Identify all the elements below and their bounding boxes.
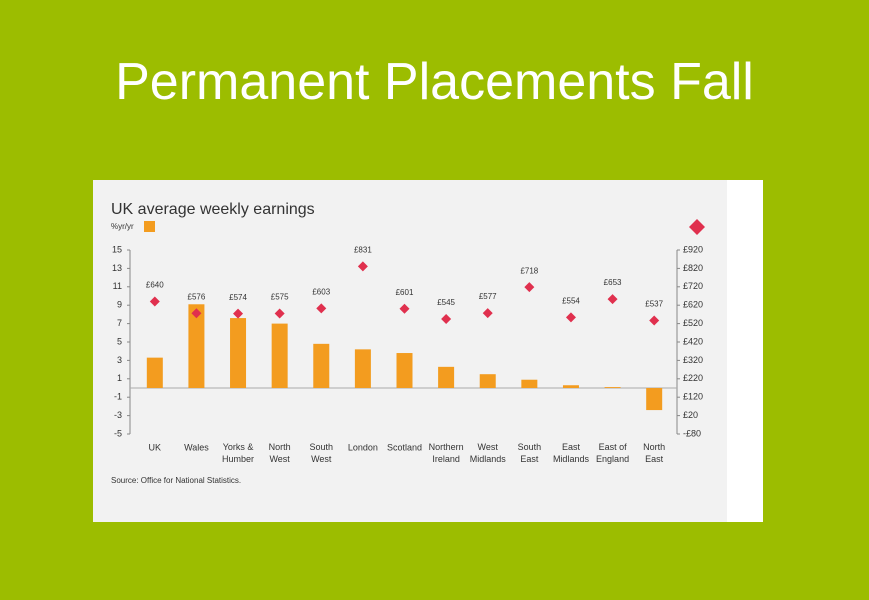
y-tick-label: 7 — [117, 318, 122, 328]
bar — [230, 318, 247, 388]
value-label: £640 — [146, 281, 164, 290]
slide-title: Permanent Placements Fall — [115, 53, 754, 111]
diamond — [482, 308, 493, 319]
y2-tick-label: £420 — [683, 336, 703, 346]
y-tick-label: 3 — [117, 355, 122, 365]
bar — [479, 374, 496, 388]
diamond — [274, 308, 285, 319]
diamond — [649, 315, 660, 326]
x-tick-label: UK — [149, 442, 162, 452]
value-label: £577 — [479, 292, 497, 301]
value-label: £545 — [437, 298, 455, 307]
diamond — [316, 303, 327, 314]
diamond — [607, 294, 618, 305]
x-tick-label: Northern Ireland — [429, 442, 464, 464]
diamond — [233, 308, 244, 319]
x-tick-label: East Midlands — [553, 442, 590, 464]
x-tick-label: North West — [269, 442, 291, 464]
bar — [646, 388, 663, 411]
y-tick-label: 15 — [112, 244, 122, 254]
diamond — [565, 312, 576, 323]
y2-tick-label: £520 — [683, 318, 703, 328]
y2-tick-label: -£80 — [683, 428, 701, 438]
value-label: £601 — [396, 288, 414, 297]
y-tick-label: -5 — [114, 428, 122, 438]
y2-tick-label: £320 — [683, 355, 703, 365]
y-tick-label: -3 — [114, 410, 122, 420]
bar — [604, 387, 621, 388]
bar — [562, 385, 579, 388]
y2-tick-label: £120 — [683, 392, 703, 402]
value-label: £576 — [188, 292, 206, 301]
bar — [313, 343, 330, 388]
legend-bar-symbol — [144, 221, 155, 232]
y-tick-label: 1 — [117, 373, 122, 383]
chart-title: UK average weekly earnings — [111, 201, 315, 218]
y-tick-label: 11 — [113, 281, 122, 291]
y2-tick-label: £720 — [683, 281, 703, 291]
y-tick-label: 9 — [117, 300, 122, 310]
y-tick-label: 13 — [112, 263, 122, 273]
bar — [521, 379, 538, 388]
x-tick-label: North East — [643, 442, 665, 464]
value-label: £575 — [271, 293, 289, 302]
bar — [438, 366, 455, 388]
value-label: £831 — [354, 245, 372, 254]
bar — [188, 304, 205, 388]
diamond — [524, 282, 535, 293]
chart-background — [93, 180, 727, 522]
y2-tick-label: £220 — [683, 373, 703, 383]
y-axis-label: %yr/yr — [111, 222, 134, 231]
x-tick-label: West Midlands — [470, 442, 507, 464]
value-label: £537 — [645, 300, 663, 309]
y-tick-label: 5 — [117, 336, 122, 346]
x-tick-label: Yorks & Humber — [222, 442, 254, 464]
value-label: £603 — [312, 287, 330, 296]
diamond — [399, 303, 410, 314]
bar — [146, 357, 163, 388]
x-tick-label: London — [348, 442, 378, 452]
x-tick-label: Scotland — [387, 442, 422, 452]
bar — [396, 353, 413, 388]
value-label: £574 — [229, 293, 247, 302]
legend-diamond-symbol — [689, 219, 705, 235]
diamond — [191, 308, 202, 319]
x-tick-label: South East — [518, 442, 542, 464]
value-label: £718 — [520, 266, 538, 275]
diamond — [149, 296, 160, 307]
y2-tick-label: £20 — [683, 410, 698, 420]
diamond — [357, 261, 368, 272]
x-tick-label: South West — [310, 442, 334, 464]
bar — [354, 349, 371, 388]
x-tick-label: Wales — [184, 442, 209, 452]
x-tick-label: East of England — [596, 442, 629, 464]
value-label: £653 — [604, 278, 622, 287]
y2-tick-label: £920 — [683, 244, 703, 254]
chart-panel: UK average weekly earnings %yr/yr Source… — [93, 180, 763, 522]
diamond — [441, 314, 452, 324]
y2-tick-label: £620 — [683, 300, 703, 310]
value-label: £554 — [562, 296, 580, 305]
bar — [271, 323, 288, 388]
chart: UK average weekly earnings %yr/yr Source… — [93, 180, 727, 522]
source: Source: Office for National Statistics. — [111, 476, 241, 485]
y2-tick-label: £820 — [683, 263, 703, 273]
y-tick-label: -1 — [114, 392, 122, 402]
